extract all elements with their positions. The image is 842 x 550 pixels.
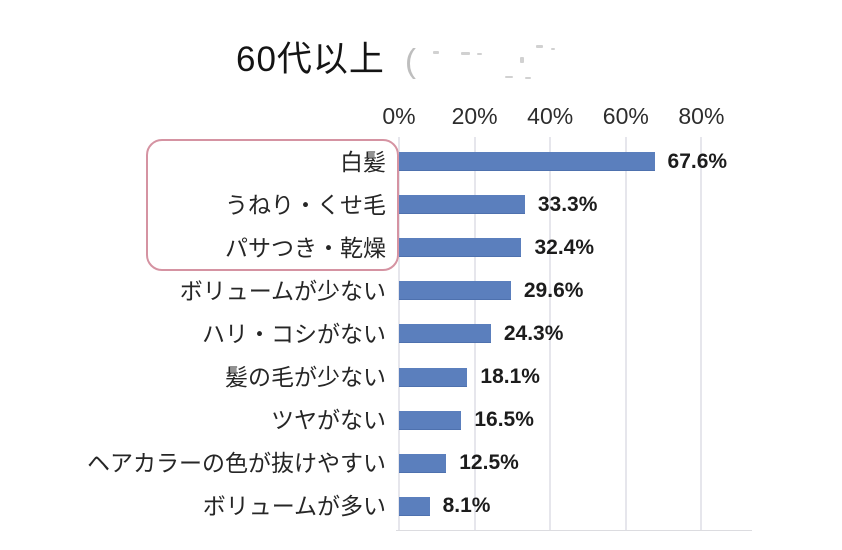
erased-text-remnant: ( [405,42,416,79]
bar [399,496,430,516]
erased-smudge [461,52,470,55]
gridline [700,137,703,531]
bar [399,281,511,301]
value-label: 16.5% [474,408,534,432]
value-label: 8.1% [442,494,491,518]
value-label: 29.6% [523,278,584,302]
erased-smudge [505,76,513,78]
x-axis-line [396,530,752,531]
value-label: 18.1% [480,365,540,388]
value-label: 12.5% [459,451,519,475]
x-axis-tick-label: 0% [382,103,416,129]
value-label: 33.3% [537,192,598,216]
gridline [624,137,627,531]
value-label: 24.3% [503,321,564,345]
category-label: ボリュームが少ない [179,277,386,304]
erased-smudge [433,51,439,54]
highlight-box [146,139,399,271]
category-label: 白髪 [340,148,386,175]
x-axis-tick-label: 40% [527,103,574,129]
bar [399,152,655,171]
category-label: 髪の毛が少ない [225,364,386,390]
erased-smudge [520,57,524,63]
bar [399,195,525,215]
category-label: ハリ・コシがない [202,320,386,347]
bar [399,367,468,387]
bar [399,238,522,258]
category-label: ボリュームが多い [202,493,386,520]
value-label: 67.6% [667,149,728,173]
bar [399,324,491,344]
erased-smudge [536,45,543,48]
erased-smudge [525,77,531,79]
category-label: ツヤがない [271,407,386,434]
gridline [549,137,552,531]
category-label: うねり・くせ毛 [225,191,386,218]
erased-smudge [477,53,482,55]
bar [399,453,447,473]
x-axis-tick-label: 60% [602,103,649,129]
bar [399,410,462,430]
category-label: ヘアカラーの色が抜けやすい [87,450,386,477]
erased-smudge [551,48,555,50]
chart-title: 60代以上 [236,40,385,79]
x-axis-tick-label: 20% [451,103,498,129]
category-label: パサつき・乾燥 [225,234,386,261]
x-axis-tick-label: 80% [678,103,725,129]
value-label: 32.4% [534,235,595,259]
